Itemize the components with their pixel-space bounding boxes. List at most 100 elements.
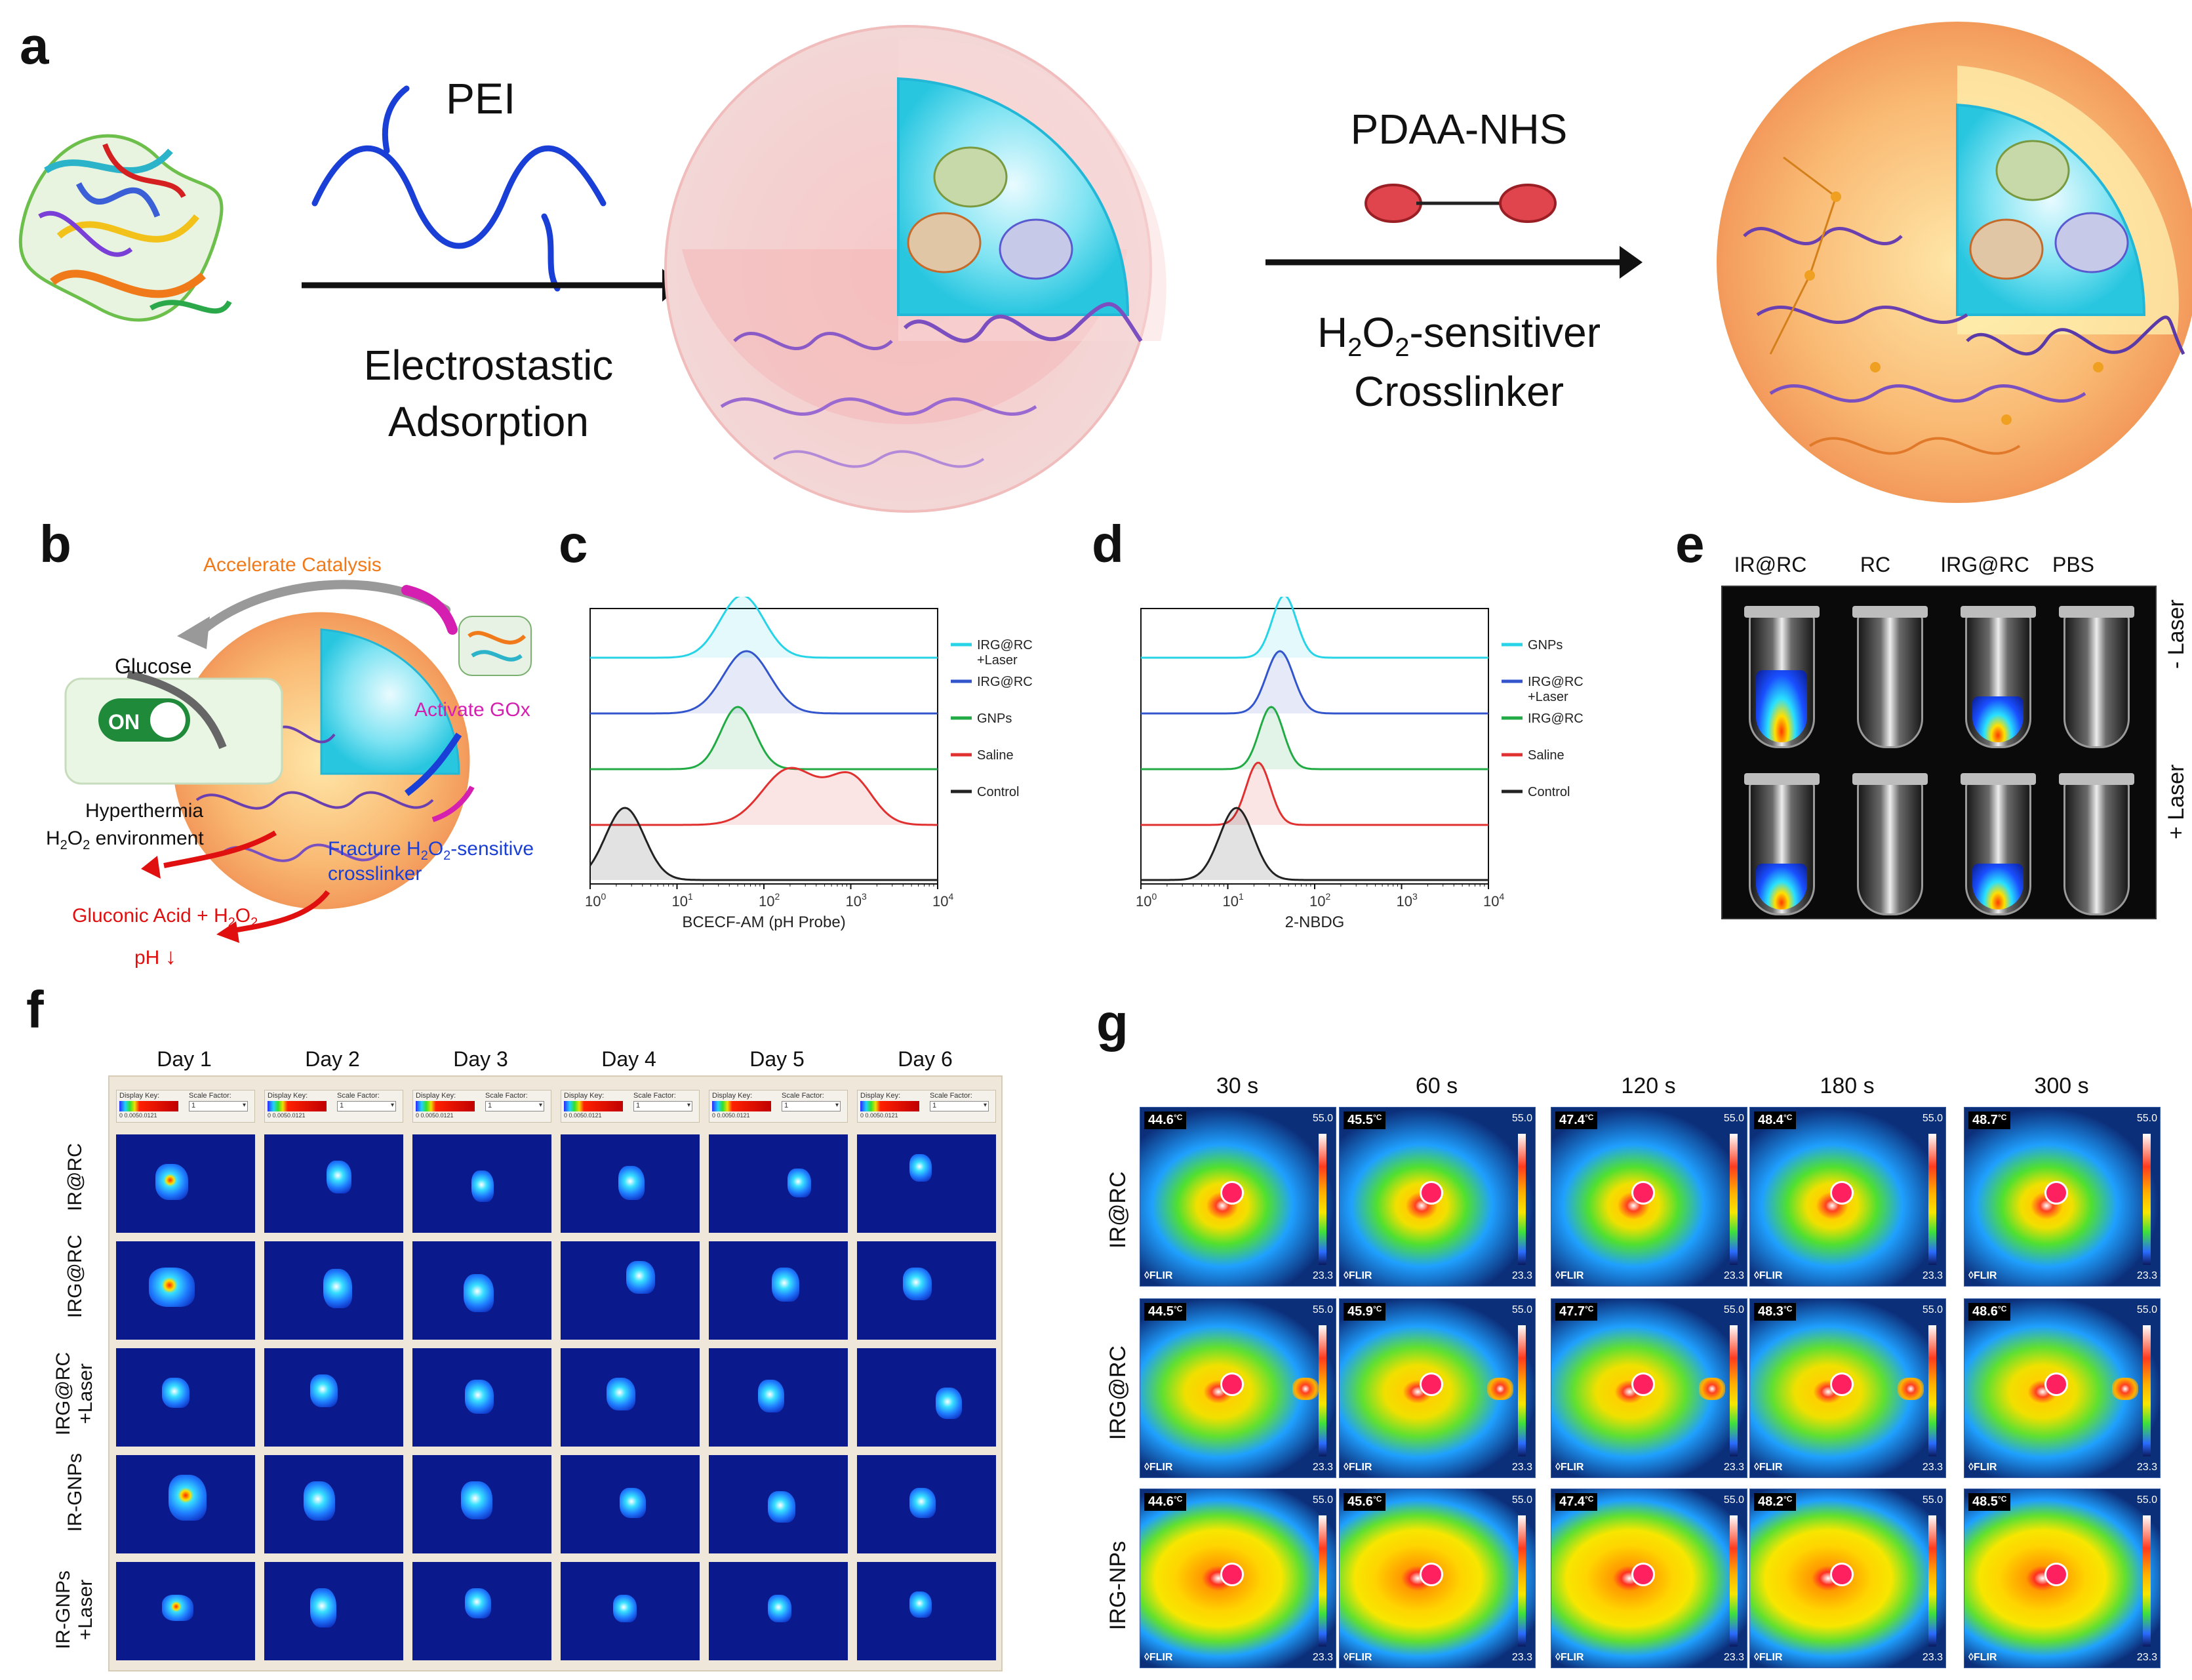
mouse-fluorescence [909, 1591, 932, 1618]
series-line-4 [1141, 761, 1488, 826]
pei-coated-nanoparticle-icon [664, 25, 1166, 513]
flir-logo: ◊FLIR [1968, 1652, 1997, 1663]
scale-min-label: 23.3 [1922, 1270, 1943, 1281]
crosshair-icon [2044, 1181, 2068, 1205]
thermal-scale-bar [1518, 1134, 1526, 1265]
f-image-3-5 [709, 1348, 848, 1447]
f-image-4-4 [561, 1455, 700, 1553]
scale-max-label: 55.0 [2136, 1304, 2157, 1315]
tube-2-3 [1961, 773, 2036, 915]
display-key-1: Display Key: 0 0.0050.0121 Scale Factor: 1 ▾ [116, 1090, 255, 1123]
scale-min-label: 23.3 [1511, 1652, 1532, 1663]
scale-factor-select[interactable]: 1 ▾ [485, 1101, 544, 1111]
thermal-scale-bar [1518, 1325, 1526, 1456]
f-image-2-6 [857, 1241, 996, 1340]
temperature-value: 45.5 [1347, 1113, 1373, 1127]
f-row-label-3: IRG@RC +Laser [52, 1352, 97, 1435]
mouse-fluorescence [903, 1268, 932, 1300]
scale-min-label: 23.3 [2136, 1270, 2157, 1281]
mouse-fluorescence [620, 1488, 646, 1518]
f-image-1-4 [561, 1134, 700, 1233]
legend-label-3: GNPs [977, 711, 1012, 726]
scale-factor-select[interactable]: 1 ▾ [189, 1101, 248, 1111]
temperature-unit: °C [1372, 1113, 1382, 1122]
hyperthermia-label: Hyperthermia [85, 800, 204, 822]
temperature-value: 47.7 [1559, 1304, 1585, 1319]
series-line-4 [590, 767, 938, 826]
temperature-unit: °C [1584, 1304, 1594, 1313]
scale-max-label: 55.0 [2136, 1113, 2157, 1124]
scale-factor-label: Scale Factor: [633, 1092, 676, 1100]
f-image-4-5 [709, 1455, 848, 1553]
f-image-3-3 [412, 1348, 551, 1447]
mouse-fluorescence [787, 1169, 811, 1197]
display-key-bar [860, 1101, 919, 1111]
temperature-unit: °C [1173, 1304, 1183, 1313]
tube-2-2 [1852, 773, 1928, 915]
x-tick-label-3: 103 [1397, 891, 1418, 910]
legend-label-1: GNPs [1528, 638, 1563, 652]
f-image-2-1 [116, 1241, 255, 1340]
mouse-fluorescence [768, 1491, 795, 1523]
mouse-fluorescence [323, 1269, 352, 1308]
fluorescence-signal-2-1 [1756, 864, 1807, 910]
mouse-fluorescence [758, 1380, 784, 1412]
tube-col-label-1: IR@RC [1734, 553, 1807, 576]
temperature-value: 48.4 [1758, 1113, 1783, 1127]
display-key-bar [712, 1101, 771, 1111]
legend-label-3: IRG@RC [1528, 711, 1584, 726]
max-temperature-readout: 45.6°C [1344, 1493, 1386, 1511]
series-line-5 [1141, 807, 1488, 881]
scale-min-label: 23.3 [1723, 1652, 1744, 1663]
crosshair-icon [1220, 1181, 1244, 1205]
tube-2-1 [1744, 773, 1820, 915]
panel-label-e: e [1675, 515, 1705, 573]
g-row-label-3: IRG-NPs [1106, 1541, 1130, 1630]
scale-factor-value: 1 [191, 1102, 196, 1110]
x-tick-label-0: 100 [585, 891, 606, 910]
fracture-crosslinker-line1: Fracture H2O2-sensitive [328, 838, 534, 863]
mouse-fluorescence [465, 1588, 491, 1618]
f-row-label-line2: +Laser [75, 1579, 96, 1641]
flir-logo: ◊FLIR [1344, 1462, 1372, 1473]
scale-factor-select[interactable]: 1 ▾ [930, 1101, 989, 1111]
chevron-down-icon: ▾ [242, 1102, 246, 1109]
scale-factor-value: 1 [784, 1102, 789, 1110]
thermal-scale-bar [2143, 1134, 2151, 1265]
reagent-pei-label: PEI [446, 74, 516, 123]
display-key-ticks: 0 0.0050.0121 [268, 1112, 306, 1119]
x-tick-label-4: 104 [1483, 891, 1504, 910]
thermal-image-1-2: 45.5°C 55.0 23.3 ◊FLIR [1339, 1107, 1536, 1287]
scale-min-label: 23.3 [1312, 1462, 1333, 1473]
h2o2-environment-label: H2O2 environment [46, 828, 204, 852]
f-image-4-1 [116, 1455, 255, 1553]
temperature-value: 47.4 [1559, 1113, 1585, 1127]
accelerate-catalysis-label: Accelerate Catalysis [203, 554, 382, 576]
panel-label-b: b [39, 515, 71, 573]
f-row-label-line2: +Laser [75, 1363, 96, 1424]
f-image-4-3 [412, 1455, 551, 1553]
scale-factor-select[interactable]: 1 ▾ [337, 1101, 396, 1111]
mouse-fluorescence [909, 1488, 936, 1518]
legend-label-4: Saline [977, 748, 1014, 763]
tail-hotspot [1898, 1378, 1924, 1400]
mouse-fluorescence [155, 1164, 188, 1200]
mouse-fluorescence [471, 1170, 494, 1202]
scale-min-label: 23.3 [1312, 1270, 1333, 1281]
pdaa-nhs-crosslinker-icon [1365, 184, 1557, 223]
thermal-image-2-2: 45.9°C 55.0 23.3 ◊FLIR [1339, 1298, 1536, 1478]
g-row-label-2: IRG@RC [1106, 1345, 1130, 1440]
scale-factor-select[interactable]: 1 ▾ [782, 1101, 841, 1111]
scale-factor-select[interactable]: 1 ▾ [633, 1101, 692, 1111]
flir-logo: ◊FLIR [1144, 1462, 1173, 1473]
tail-hotspot [1699, 1378, 1725, 1400]
x-tick-label-2: 102 [1309, 891, 1330, 910]
tube-1-3 [1961, 606, 2036, 748]
mouse-fluorescence [768, 1595, 791, 1622]
temperature-unit: °C [1783, 1113, 1793, 1122]
thermal-image-3-3: 47.4°C 55.0 23.3 ◊FLIR [1551, 1489, 1747, 1668]
thermal-scale-bar [1730, 1325, 1738, 1456]
temperature-unit: °C [1372, 1304, 1382, 1313]
chevron-down-icon: ▾ [390, 1102, 394, 1109]
x-tick-label-1: 101 [672, 891, 693, 910]
